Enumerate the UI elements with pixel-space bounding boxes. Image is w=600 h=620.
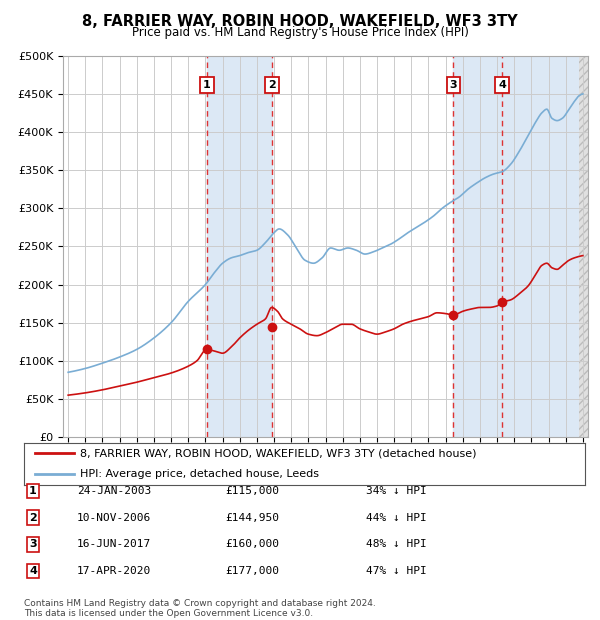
Text: 4: 4 — [498, 80, 506, 90]
Text: 16-JUN-2017: 16-JUN-2017 — [77, 539, 151, 549]
Text: 2: 2 — [268, 80, 275, 90]
Bar — [454, 56, 502, 437]
Bar — [502, 56, 588, 437]
Text: £177,000: £177,000 — [225, 566, 279, 576]
Text: 44% ↓ HPI: 44% ↓ HPI — [365, 513, 427, 523]
Text: 8, FARRIER WAY, ROBIN HOOD, WAKEFIELD, WF3 3TY (detached house): 8, FARRIER WAY, ROBIN HOOD, WAKEFIELD, W… — [80, 448, 476, 458]
Bar — [206, 56, 272, 437]
Text: 1: 1 — [203, 80, 211, 90]
Text: £144,950: £144,950 — [225, 513, 279, 523]
Text: 3: 3 — [29, 539, 37, 549]
Text: 10-NOV-2006: 10-NOV-2006 — [77, 513, 151, 523]
Text: 2: 2 — [29, 513, 37, 523]
Bar — [578, 56, 588, 437]
Text: 4: 4 — [29, 566, 37, 576]
Text: Price paid vs. HM Land Registry's House Price Index (HPI): Price paid vs. HM Land Registry's House … — [131, 26, 469, 39]
Text: 24-JAN-2003: 24-JAN-2003 — [77, 486, 151, 496]
Text: 1: 1 — [29, 486, 37, 496]
Text: HPI: Average price, detached house, Leeds: HPI: Average price, detached house, Leed… — [80, 469, 319, 479]
Text: 8, FARRIER WAY, ROBIN HOOD, WAKEFIELD, WF3 3TY: 8, FARRIER WAY, ROBIN HOOD, WAKEFIELD, W… — [82, 14, 518, 29]
Bar — [578, 56, 588, 437]
Text: 3: 3 — [449, 80, 457, 90]
Text: £160,000: £160,000 — [225, 539, 279, 549]
Text: 34% ↓ HPI: 34% ↓ HPI — [365, 486, 427, 496]
Text: 17-APR-2020: 17-APR-2020 — [77, 566, 151, 576]
Text: Contains HM Land Registry data © Crown copyright and database right 2024.
This d: Contains HM Land Registry data © Crown c… — [24, 599, 376, 618]
Text: 48% ↓ HPI: 48% ↓ HPI — [365, 539, 427, 549]
Text: £115,000: £115,000 — [225, 486, 279, 496]
Text: 47% ↓ HPI: 47% ↓ HPI — [365, 566, 427, 576]
